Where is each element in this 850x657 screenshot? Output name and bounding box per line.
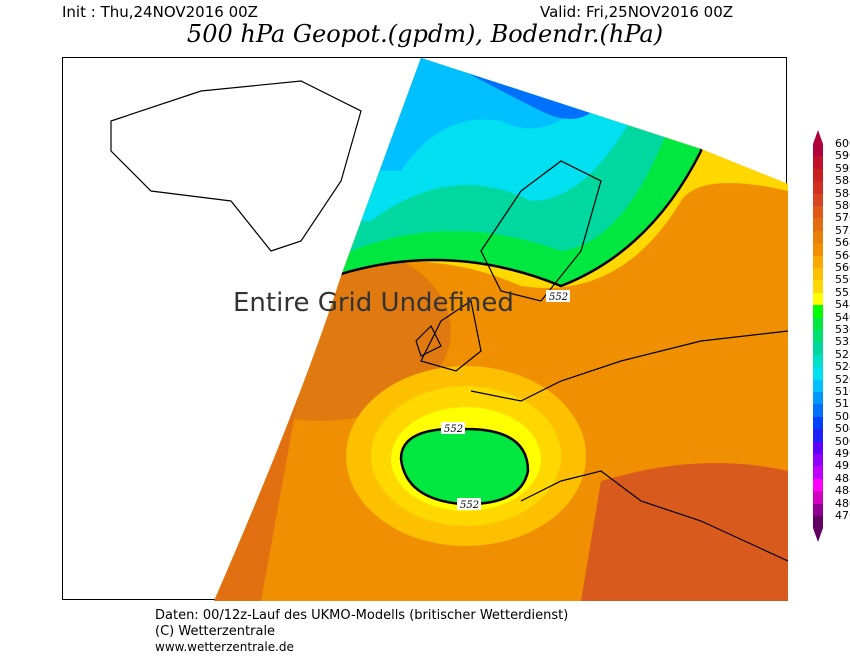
copyright: (C) Wetterzentrale	[155, 624, 276, 639]
legend-label: 580	[835, 199, 850, 212]
legend-swatch	[813, 268, 823, 281]
legend-swatch	[813, 466, 823, 479]
legend-swatch	[813, 156, 823, 169]
legend-label: 556	[835, 273, 850, 287]
legend-swatch	[813, 441, 823, 454]
legend-label: 592	[835, 161, 850, 175]
legend-swatch	[813, 168, 823, 182]
legend-label: 496	[835, 447, 850, 460]
contour-label: 552	[549, 292, 568, 303]
legend-label: 484	[835, 484, 850, 498]
legend-swatch	[813, 354, 823, 368]
legend-label: 524	[835, 360, 850, 374]
legend-label: 560	[835, 261, 850, 274]
legend-label: 576	[835, 211, 850, 225]
legend-label: 532	[835, 335, 850, 349]
legend-swatch	[813, 454, 823, 467]
legend-swatch	[813, 292, 823, 306]
legend-swatch	[813, 416, 823, 430]
legend-label: 488	[835, 471, 850, 485]
legend-label: 516	[835, 385, 850, 398]
legend-swatch	[813, 379, 823, 392]
legend-swatch	[813, 305, 823, 318]
legend-swatch	[813, 280, 823, 293]
legend-swatch	[813, 255, 823, 268]
contour-label: 552	[460, 500, 479, 511]
legend-swatch	[813, 516, 823, 529]
legend-arrow-bottom	[813, 528, 823, 543]
legend-label: 476	[835, 509, 850, 522]
legend-label: 492	[835, 459, 850, 473]
website-link[interactable]: www.wetterzentrale.de	[155, 640, 294, 654]
legend-swatch	[813, 243, 823, 256]
legend-label: 512	[835, 397, 850, 411]
legend-swatch	[813, 218, 823, 231]
legend-label: 480	[835, 496, 850, 510]
data-source: Daten: 00/12z-Lauf des UKMO-Modells (bri…	[155, 608, 569, 623]
legend-label: 548	[835, 298, 850, 312]
coastlines	[110, 80, 789, 562]
legend-swatch	[813, 367, 823, 380]
legend-label: 504	[835, 422, 850, 436]
legend-label: 528	[835, 347, 850, 361]
legend-swatch	[813, 206, 823, 219]
legend-swatch	[813, 193, 823, 206]
legend-label: 600	[835, 137, 850, 150]
weather-map: Entire Grid Undefined 552 552 552	[62, 57, 789, 601]
legend-label: 552	[835, 285, 850, 299]
legend-swatch	[813, 404, 823, 417]
legend-label: 540	[835, 310, 850, 324]
legend-swatch	[813, 478, 823, 492]
legend-label: 564	[835, 248, 850, 262]
legend-label: 572	[835, 223, 850, 237]
legend-label: 584	[835, 186, 850, 200]
legend-label: 500	[835, 434, 850, 448]
undefined-grid-text: Entire Grid Undefined	[233, 288, 514, 318]
legend-swatch	[813, 330, 823, 343]
legend-swatch	[813, 181, 823, 194]
legend-label: 596	[835, 149, 850, 163]
legend-swatch	[813, 144, 823, 157]
legend-swatch	[813, 342, 823, 355]
legend-label: 520	[835, 372, 850, 386]
legend-arrow-top	[813, 130, 823, 144]
legend-label: 588	[835, 174, 850, 188]
legend-swatch	[813, 503, 823, 516]
contour-label: 552	[444, 424, 463, 435]
legend-swatch	[813, 429, 823, 442]
legend-label: 508	[835, 409, 850, 423]
init-time: Init : Thu,24NOV2016 00Z	[62, 3, 258, 21]
chart-title: 500 hPa Geopot.(gpdm), Bodendr.(hPa)	[186, 20, 664, 48]
legend-swatch	[813, 230, 823, 244]
legend-label: 536	[835, 323, 850, 336]
legend-label: 568	[835, 236, 850, 250]
legend-swatch	[813, 392, 823, 405]
valid-time: Valid: Fri,25NOV2016 00Z	[540, 3, 734, 21]
legend-swatch	[813, 491, 823, 504]
legend-swatch	[813, 317, 823, 330]
geopotential-field: Entire Grid Undefined 552 552 552	[110, 58, 789, 601]
